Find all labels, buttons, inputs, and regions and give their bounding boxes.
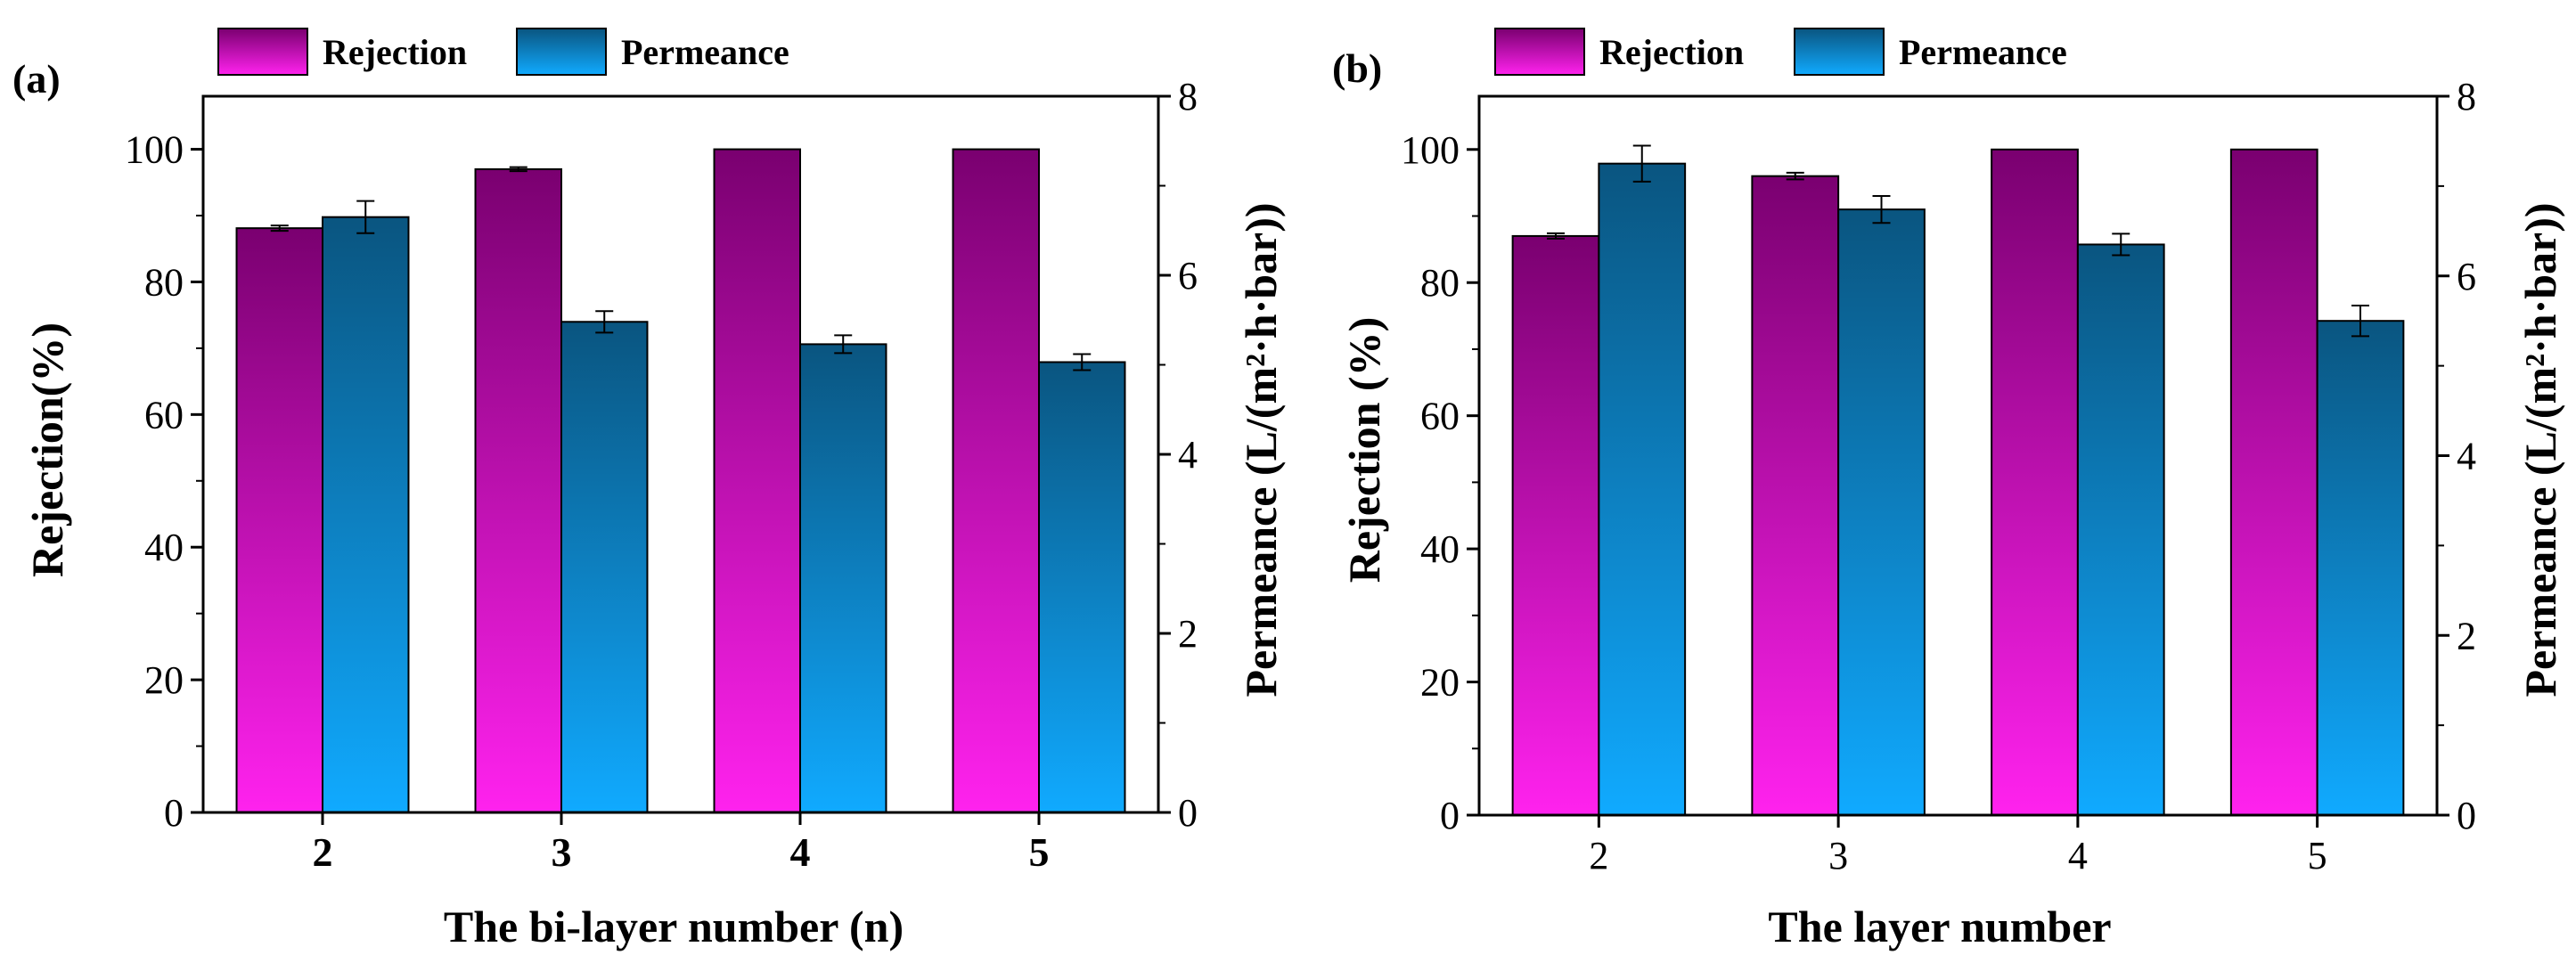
bar-rejection-5 [2229,148,2318,816]
plot-area-b [1511,144,2405,817]
y-tick-label: 100 [125,128,184,172]
legend-permeance-label: Permeance [621,32,789,72]
y2-axis-title-b: Permeance (L/(m²·h·bar)) [2515,202,2565,697]
y-tick-label: 20 [1420,661,1460,705]
bar-rejection-3 [474,167,563,813]
error-bar-permeance-2 [356,200,375,234]
legend-rejection-label: Rejection [323,32,467,72]
y2-tick-label: 0 [2457,794,2476,837]
plot-area-a [235,148,1126,814]
y2-tick-label: 8 [1178,75,1198,118]
error-bar-permeance-5 [2351,305,2369,338]
x-tick-label: 4 [790,829,811,875]
error-bar-rejection-2 [270,224,289,233]
y2-tick-label: 4 [1178,433,1198,477]
y-tick-label: 60 [144,393,184,437]
y-tick-label: 40 [1420,527,1460,571]
bar-rejection-4 [1991,148,2079,816]
bar-rejection-2 [235,227,323,813]
legend-b: Rejection Permeance [1494,28,2067,76]
error-bar-permeance-4 [2112,233,2130,257]
bar-rejection-5 [952,148,1041,814]
y-tick-label: 40 [144,526,184,569]
legend-rejection-swatch [1494,28,1585,76]
y-tick-label: 20 [144,658,184,702]
y2-tick-label: 0 [1178,791,1198,835]
legend-permeance-swatch [516,28,607,76]
error-bar-rejection-2 [1547,232,1565,240]
bar-permeance-3 [560,321,649,813]
y-axis-title-a: Rejection(%) [22,322,72,577]
y2-tick-label: 2 [2457,614,2476,657]
x-tick-label: 5 [2308,834,2327,877]
y-tick-label: 0 [164,791,184,835]
panel-b-label: (b) [1332,45,1382,91]
bar-rejection-3 [1751,175,1840,816]
x-tick-label: 2 [313,829,333,875]
y-tick-label: 100 [1401,128,1460,172]
error-bar-permeance-3 [1872,194,1891,224]
legend-a: Rejection Permeance [217,28,789,76]
y-axis-title-b: Rejection (%) [1339,317,1389,584]
x-tick-label: 4 [2068,834,2088,877]
x-tick-label: 5 [1029,829,1050,875]
error-bar-permeance-2 [1632,144,1651,183]
y2-axis-title-a: Permeance (L/(m²·h·bar)) [1236,202,1286,697]
bar-permeance-5 [1038,361,1126,813]
panel-b: (b) Rejection Permeance 2 3 4 5020406080100… [1332,28,2565,951]
y2-tick-label: 2 [1178,612,1198,656]
x-tick-label: 3 [552,829,572,875]
bar-permeance-4 [2076,243,2165,817]
bar-rejection-4 [713,148,802,814]
y2-tick-label: 4 [2457,435,2476,478]
legend-rejection-swatch [217,28,308,76]
legend-permeance-swatch [1794,28,1885,76]
x-axis-title-b: The layer number [1768,902,2111,951]
error-bar-rejection-3 [1786,171,1804,181]
bar-rejection-2 [1511,234,1600,816]
y-tick-label: 80 [144,260,184,304]
panel-a-label: (a) [12,56,61,102]
error-bar-rejection-3 [509,166,527,173]
axes-a: 2 3 4 5 0 20 40 60 80 100 0 2 4 6 8 [125,75,1198,875]
bar-permeance-5 [2316,320,2405,816]
x-axis-title-a: The bi-layer number (n) [444,902,904,951]
y-tick-label: 0 [1440,794,1460,837]
error-bar-permeance-5 [1073,353,1092,371]
legend-rejection-label: Rejection [1599,32,1744,72]
panel-a: (a) Rejection Permeance 2 3 4 5020406080100… [12,28,1286,951]
bar-permeance-3 [1837,208,1926,817]
x-tick-label: 3 [1828,834,1848,877]
x-tick-label: 2 [1589,834,1608,877]
legend-permeance-label: Permeance [1899,32,2067,72]
y-tick-label: 60 [1420,395,1460,438]
error-bar-permeance-3 [595,310,614,334]
bar-permeance-2 [322,216,410,814]
bar-permeance-2 [1598,162,1687,816]
y2-tick-label: 6 [2457,255,2476,298]
error-bar-permeance-4 [834,334,853,355]
y-tick-label: 80 [1420,261,1460,305]
bar-permeance-4 [799,343,887,813]
axes-b: 2 3 4 5 0 20 40 60 80 100 0 2 4 6 8 [1401,75,2476,877]
y2-tick-label: 8 [2457,75,2476,118]
y2-tick-label: 6 [1178,254,1198,298]
